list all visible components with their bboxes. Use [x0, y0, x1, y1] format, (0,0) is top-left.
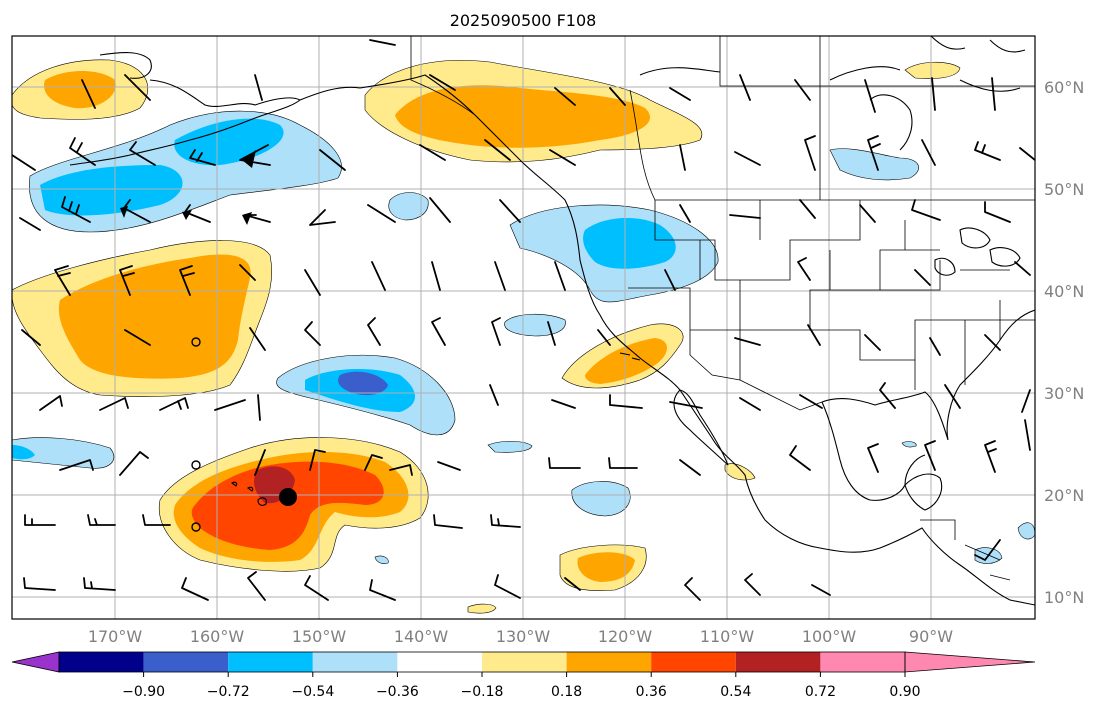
- lat-label: 20°N: [1044, 486, 1084, 505]
- longitude-labels: 170°W 160°W 150°W 140°W 130°W 120°W 110°…: [88, 627, 953, 646]
- calm-markers: [191, 337, 201, 532]
- colorbar-bin: [735, 652, 821, 672]
- colorbar-bin: [59, 652, 144, 672]
- colorbar-tick-label: −0.18: [461, 684, 504, 700]
- graticule: [12, 36, 1035, 619]
- lon-label: 120°W: [598, 627, 653, 646]
- barb-flags: [120, 150, 256, 225]
- colorbar-tick-label: 0.72: [805, 684, 836, 700]
- colorbar-tick-label: −0.36: [376, 684, 419, 700]
- map-area: [12, 36, 1035, 619]
- lon-label: 90°W: [909, 627, 953, 646]
- colorbar-bin: [651, 652, 736, 672]
- colorbar-tick-label: −0.72: [207, 684, 250, 700]
- lon-label: 130°W: [496, 627, 551, 646]
- colorbar-extend-max: [904, 651, 1036, 673]
- lat-label: 30°N: [1044, 384, 1084, 403]
- lon-label: 100°W: [802, 627, 857, 646]
- map-title: 2025090500 F108: [450, 11, 597, 30]
- colorbar-tick-label: −0.54: [291, 684, 334, 700]
- lat-label: 60°N: [1044, 78, 1084, 97]
- colorbar-bin: [397, 652, 482, 672]
- colorbar-bin: [566, 652, 652, 672]
- colorbar-tick-label: 0.90: [889, 684, 920, 700]
- wind-barbs: [12, 39, 1035, 601]
- storm-center-marker: [279, 488, 297, 506]
- colorbar-bin: [143, 652, 229, 672]
- colorbar-extend-min: [11, 651, 60, 673]
- colorbar-bin: [482, 652, 567, 672]
- colorbar: −0.90 −0.72 −0.54 −0.36 −0.18 0.18 0.36 …: [11, 651, 1036, 700]
- lon-label: 140°W: [394, 627, 449, 646]
- anomaly-fill-layer: [12, 59, 1035, 614]
- map-frame: [11, 35, 1036, 620]
- colorbar-tick-label: 0.36: [636, 684, 667, 700]
- colorbar-tick-label: 0.54: [720, 684, 751, 700]
- colorbar-tick-label: −0.90: [122, 684, 165, 700]
- lat-label: 10°N: [1044, 588, 1084, 607]
- lon-label: 160°W: [190, 627, 245, 646]
- colorbar-bin: [312, 652, 398, 672]
- colorbar-tick-label: 0.18: [551, 684, 582, 700]
- lon-label: 170°W: [88, 627, 143, 646]
- lon-label: 110°W: [700, 627, 755, 646]
- lon-label: 150°W: [292, 627, 347, 646]
- colorbar-bin: [228, 652, 313, 672]
- lat-label: 40°N: [1044, 282, 1084, 301]
- latitude-labels: 60°N 50°N 40°N 30°N 20°N 10°N: [1044, 78, 1084, 607]
- political-borders: [410, 36, 1035, 581]
- colorbar-ticks: [143, 672, 906, 677]
- lat-label: 50°N: [1044, 180, 1084, 199]
- colorbar-bin: [820, 652, 905, 672]
